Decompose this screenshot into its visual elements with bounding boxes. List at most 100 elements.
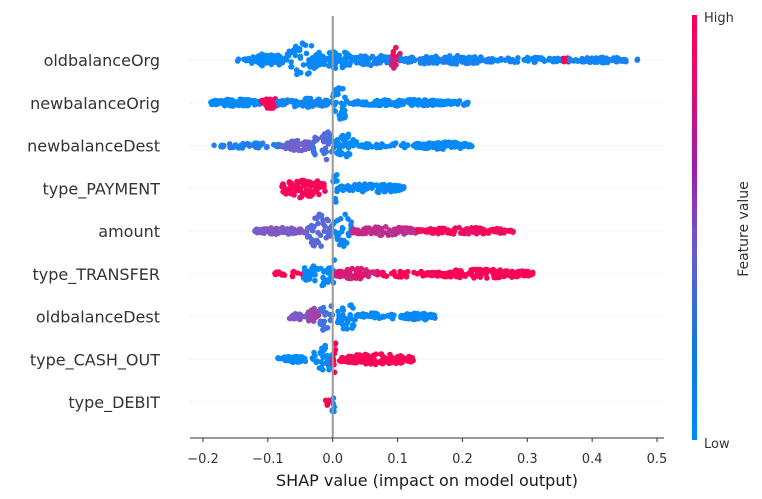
shap-point bbox=[272, 270, 278, 277]
shap-point bbox=[437, 227, 444, 234]
shap-point bbox=[302, 358, 308, 364]
shap-point bbox=[297, 69, 304, 76]
shap-point bbox=[326, 397, 332, 404]
shap-point bbox=[318, 61, 324, 67]
shap-point bbox=[396, 355, 402, 362]
feature-points-amount bbox=[252, 211, 516, 249]
shap-point bbox=[531, 59, 537, 65]
shap-point bbox=[221, 142, 227, 149]
shap-point bbox=[343, 355, 350, 361]
shap-point bbox=[440, 270, 447, 277]
shap-point bbox=[273, 231, 279, 237]
shap-point bbox=[286, 48, 293, 55]
shap-point bbox=[418, 101, 425, 108]
feature-label: type_DEBIT bbox=[68, 393, 160, 413]
feature-points-type_PAYMENT bbox=[279, 172, 407, 205]
shap-point bbox=[289, 99, 296, 105]
shap-point bbox=[303, 50, 310, 57]
shap-point bbox=[425, 59, 432, 65]
shap-point bbox=[313, 137, 320, 144]
shap-point bbox=[315, 220, 321, 227]
shap-point bbox=[363, 267, 369, 273]
shap-point bbox=[390, 52, 397, 59]
shap-point bbox=[321, 131, 328, 137]
shap-point bbox=[320, 274, 326, 281]
shap-point bbox=[306, 57, 312, 63]
shap-point bbox=[333, 199, 339, 205]
shap-point bbox=[308, 224, 315, 231]
shap-point bbox=[495, 228, 502, 234]
shap-point bbox=[391, 142, 397, 149]
shap-point bbox=[461, 102, 467, 108]
x-tick-label: 0.1 bbox=[387, 452, 408, 467]
shap-point bbox=[315, 266, 322, 273]
shap-point bbox=[355, 311, 362, 318]
shap-point bbox=[463, 226, 470, 232]
shap-point bbox=[360, 143, 366, 150]
shap-point bbox=[567, 57, 573, 64]
shap-point bbox=[275, 355, 281, 361]
x-tick-label: 0.5 bbox=[647, 452, 668, 467]
x-axis-label: SHAP value (impact on model output) bbox=[276, 471, 578, 490]
shap-point bbox=[324, 216, 330, 223]
shap-point bbox=[288, 59, 294, 65]
shap-point bbox=[318, 321, 324, 327]
shap-point bbox=[390, 100, 396, 106]
shap-point bbox=[352, 229, 359, 236]
shap-point bbox=[273, 225, 280, 232]
shap-point bbox=[294, 187, 301, 194]
shap-point bbox=[304, 104, 311, 110]
shap-point bbox=[384, 59, 391, 65]
shap-point bbox=[428, 311, 434, 318]
shap-point bbox=[358, 183, 364, 190]
x-tick-label: 0.3 bbox=[517, 452, 538, 467]
shap-point bbox=[323, 55, 330, 62]
shap-point bbox=[318, 180, 325, 187]
shap-point bbox=[264, 143, 270, 150]
colorbar bbox=[692, 15, 697, 440]
shap-point bbox=[368, 62, 374, 69]
shap-point bbox=[453, 61, 460, 67]
shap-point bbox=[545, 57, 552, 63]
shap-point bbox=[310, 147, 317, 153]
shap-point bbox=[381, 181, 387, 188]
shap-point bbox=[364, 352, 371, 359]
shap-point bbox=[409, 355, 415, 361]
shap-point bbox=[315, 239, 322, 246]
shap-point bbox=[439, 58, 446, 65]
shap-point bbox=[321, 360, 327, 367]
shap-point bbox=[335, 308, 341, 315]
shap-point bbox=[420, 144, 426, 151]
shap-point bbox=[349, 54, 356, 61]
shap-point bbox=[308, 188, 315, 195]
shap-point bbox=[302, 146, 309, 153]
shap-point bbox=[353, 271, 360, 278]
shap-point bbox=[553, 57, 560, 64]
shap-point bbox=[459, 272, 466, 279]
shap-point bbox=[359, 230, 366, 237]
shap-point bbox=[448, 60, 455, 67]
shap-point bbox=[493, 57, 499, 64]
shap-point bbox=[501, 273, 507, 280]
shap-point bbox=[369, 354, 375, 361]
shap-point bbox=[310, 265, 317, 272]
shap-point bbox=[348, 275, 354, 282]
shap-point bbox=[284, 357, 290, 364]
shap-point bbox=[505, 57, 512, 63]
feature-label: type_CASH_OUT bbox=[30, 350, 160, 370]
shap-point bbox=[300, 177, 307, 184]
shap-point bbox=[292, 145, 299, 151]
shap-point bbox=[283, 191, 289, 197]
shap-point bbox=[473, 273, 479, 280]
shap-point bbox=[259, 97, 266, 104]
shap-point bbox=[404, 311, 410, 317]
shap-point bbox=[382, 224, 389, 230]
shap-point bbox=[211, 142, 217, 149]
shap-point bbox=[505, 228, 512, 234]
shap-point bbox=[468, 270, 475, 277]
shap-point bbox=[220, 101, 226, 107]
shap-point bbox=[402, 357, 409, 363]
shap-point bbox=[395, 274, 402, 280]
shap-point bbox=[527, 272, 534, 278]
